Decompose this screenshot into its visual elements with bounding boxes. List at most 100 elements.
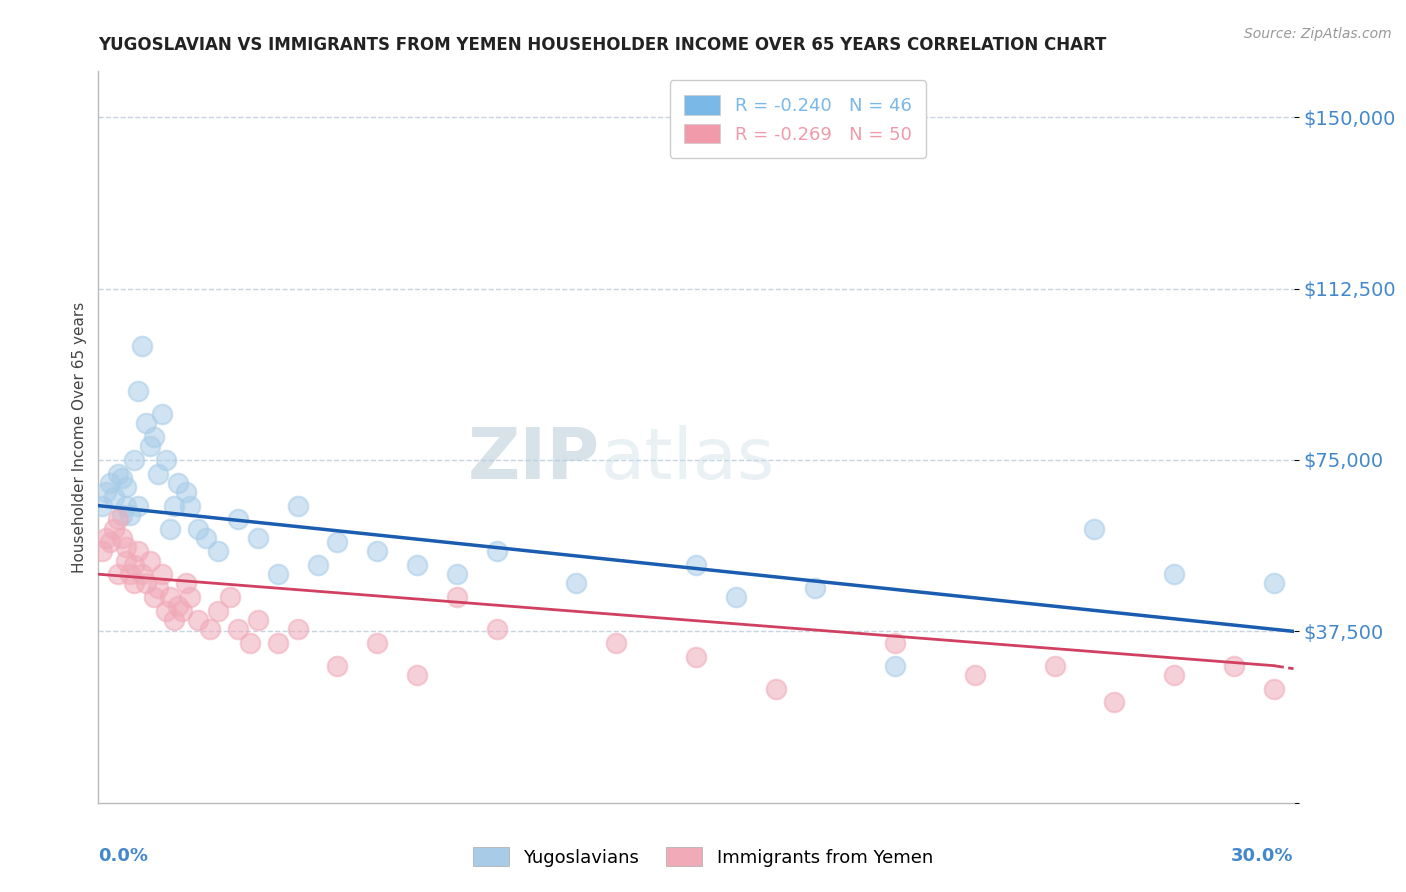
Point	[307, 558, 329, 573]
Point	[187, 613, 209, 627]
Point	[96, 485, 118, 500]
Point	[120, 508, 142, 522]
Point	[1043, 658, 1066, 673]
Point	[1102, 695, 1125, 709]
Text: atlas: atlas	[600, 425, 775, 493]
Point	[326, 535, 349, 549]
Point	[1163, 667, 1185, 681]
Point	[107, 512, 129, 526]
Point	[326, 658, 349, 673]
Point	[148, 581, 170, 595]
Point	[207, 544, 229, 558]
Point	[765, 681, 787, 696]
Point	[884, 636, 907, 650]
Text: 0.0%: 0.0%	[98, 847, 149, 864]
Point	[103, 521, 125, 535]
Point	[115, 499, 138, 513]
Point	[685, 558, 707, 573]
Text: YUGOSLAVIAN VS IMMIGRANTS FROM YEMEN HOUSEHOLDER INCOME OVER 65 YEARS CORRELATIO: YUGOSLAVIAN VS IMMIGRANTS FROM YEMEN HOU…	[98, 36, 1107, 54]
Point	[96, 531, 118, 545]
Point	[159, 590, 181, 604]
Point	[485, 622, 508, 636]
Point	[446, 567, 468, 582]
Point	[98, 475, 122, 490]
Point	[143, 430, 166, 444]
Point	[446, 590, 468, 604]
Point	[406, 558, 429, 573]
Point	[131, 567, 153, 582]
Point	[111, 531, 134, 545]
Point	[1083, 521, 1105, 535]
Point	[139, 439, 162, 453]
Point	[127, 384, 149, 399]
Point	[366, 636, 388, 650]
Text: 30.0%: 30.0%	[1232, 847, 1294, 864]
Point	[111, 508, 134, 522]
Point	[139, 553, 162, 567]
Point	[124, 453, 146, 467]
Point	[565, 576, 588, 591]
Point	[167, 599, 190, 614]
Point	[111, 471, 134, 485]
Point	[267, 636, 290, 650]
Point	[127, 544, 149, 558]
Point	[884, 658, 907, 673]
Point	[115, 553, 138, 567]
Point	[107, 467, 129, 481]
Point	[107, 567, 129, 582]
Legend: Yugoslavians, Immigrants from Yemen: Yugoslavians, Immigrants from Yemen	[465, 840, 941, 874]
Point	[163, 499, 186, 513]
Point	[485, 544, 508, 558]
Point	[804, 581, 827, 595]
Point	[131, 338, 153, 352]
Point	[172, 604, 194, 618]
Point	[267, 567, 290, 582]
Point	[207, 604, 229, 618]
Point	[226, 622, 249, 636]
Point	[127, 499, 149, 513]
Point	[174, 485, 197, 500]
Point	[115, 480, 138, 494]
Point	[287, 499, 309, 513]
Point	[174, 576, 197, 591]
Point	[150, 567, 173, 582]
Point	[135, 576, 157, 591]
Point	[155, 604, 177, 618]
Point	[150, 407, 173, 421]
Legend: R = -0.240   N = 46, R = -0.269   N = 50: R = -0.240 N = 46, R = -0.269 N = 50	[669, 80, 927, 158]
Point	[179, 499, 201, 513]
Point	[226, 512, 249, 526]
Point	[1163, 567, 1185, 582]
Point	[287, 622, 309, 636]
Text: ZIP: ZIP	[468, 425, 600, 493]
Point	[115, 540, 138, 554]
Point	[198, 622, 221, 636]
Point	[724, 590, 747, 604]
Point	[124, 576, 146, 591]
Point	[148, 467, 170, 481]
Point	[1222, 658, 1246, 673]
Point	[239, 636, 262, 650]
Point	[159, 521, 181, 535]
Point	[246, 531, 269, 545]
Point	[91, 544, 114, 558]
Point	[1263, 576, 1285, 591]
Point	[120, 567, 142, 582]
Point	[1263, 681, 1285, 696]
Point	[246, 613, 269, 627]
Point	[135, 417, 157, 431]
Point	[124, 558, 146, 573]
Point	[406, 667, 429, 681]
Point	[963, 667, 986, 681]
Point	[155, 453, 177, 467]
Point	[194, 531, 218, 545]
Text: Source: ZipAtlas.com: Source: ZipAtlas.com	[1244, 27, 1392, 41]
Point	[187, 521, 209, 535]
Point	[685, 649, 707, 664]
Point	[366, 544, 388, 558]
Point	[103, 490, 125, 504]
Point	[167, 475, 190, 490]
Point	[219, 590, 242, 604]
Point	[143, 590, 166, 604]
Point	[91, 499, 114, 513]
